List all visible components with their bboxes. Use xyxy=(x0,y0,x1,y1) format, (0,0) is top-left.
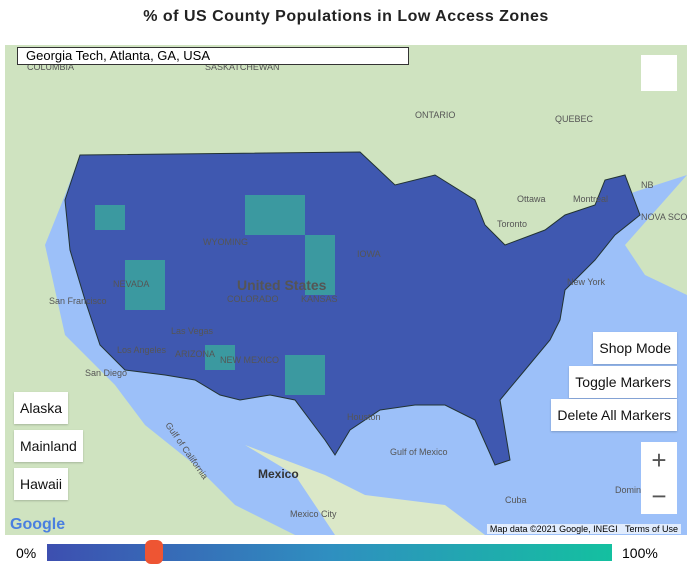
delete-markers-button[interactable]: Delete All Markers xyxy=(551,399,677,431)
zoom-out[interactable]: − xyxy=(641,478,677,514)
map-label: WYOMING xyxy=(203,237,248,247)
shop-mode-button[interactable]: Shop Mode xyxy=(593,332,677,364)
attribution: Map data ©2021 Google, INEGI Terms of Us… xyxy=(486,524,681,534)
slider-track[interactable] xyxy=(47,544,612,561)
map-label: Ottawa xyxy=(517,194,546,204)
map-label: Gulf of Mexico xyxy=(390,447,448,457)
map-label: SASKATCHEWAN xyxy=(205,62,280,72)
map-label: Montreal xyxy=(573,194,608,204)
legend: 0% 100% xyxy=(0,540,692,568)
map-label: COLORADO xyxy=(227,294,279,304)
slider-min-label: 0% xyxy=(16,545,37,561)
map-label: Dominican xyxy=(615,485,658,495)
low-access-patches xyxy=(95,195,335,395)
hawaii-button[interactable]: Hawaii xyxy=(14,468,69,500)
map-label: New York xyxy=(567,277,606,287)
map-label: KANSAS xyxy=(301,294,338,304)
map-label: NEW MEXICO xyxy=(220,355,279,365)
map-label: QUEBEC xyxy=(555,114,594,124)
slider-max-label: 100% xyxy=(622,545,658,561)
attribution-data: Map data ©2021 Google, INEGI xyxy=(489,524,618,534)
land xyxy=(5,45,687,535)
map-label: Toronto xyxy=(497,219,527,229)
map-label: Cuba xyxy=(505,495,527,505)
mainland-button[interactable]: Mainland xyxy=(14,430,83,462)
toggle-markers-button[interactable]: Toggle Markers xyxy=(569,366,677,398)
map-label: NOVA SCO xyxy=(641,212,687,222)
map-label: United States xyxy=(237,277,327,293)
land xyxy=(625,175,687,295)
google-logo: Google xyxy=(10,516,65,533)
map-label: IOWA xyxy=(357,249,381,259)
land xyxy=(245,445,485,535)
map-label: Mexico City xyxy=(290,509,337,519)
map[interactable]: COLUMBIA SASKATCHEWAN ONTARIO QUEBEC Ott… xyxy=(5,45,687,535)
map-label: COLUMBIA xyxy=(27,62,74,72)
map-label: San Diego xyxy=(85,368,127,378)
slider-thumb[interactable] xyxy=(145,540,164,564)
map-base: COLUMBIA SASKATCHEWAN ONTARIO QUEBEC Ott… xyxy=(5,45,687,535)
map-label: Las Vegas xyxy=(171,326,214,336)
map-label: NEVADA xyxy=(113,279,149,289)
alaska-button[interactable]: Alaska xyxy=(14,392,69,424)
map-label: ONTARIO xyxy=(415,110,455,120)
us-counties xyxy=(64,151,641,466)
zoom-in[interactable]: + xyxy=(641,442,677,478)
map-label: Los Angeles xyxy=(117,345,167,355)
title: % of US County Populations in Low Access… xyxy=(143,8,549,25)
map-label: NB xyxy=(641,180,654,190)
search-box[interactable]: Georgia Tech, Atlanta, GA, USA xyxy=(17,47,409,65)
map-label: San Francisco xyxy=(49,296,107,306)
map-label: Houston xyxy=(347,412,381,422)
map-label: ARIZONA xyxy=(175,349,215,359)
map-label: Mexico xyxy=(258,467,299,481)
terms-link[interactable]: Terms of Use xyxy=(624,524,678,534)
fullscreen-button[interactable] xyxy=(641,55,677,91)
